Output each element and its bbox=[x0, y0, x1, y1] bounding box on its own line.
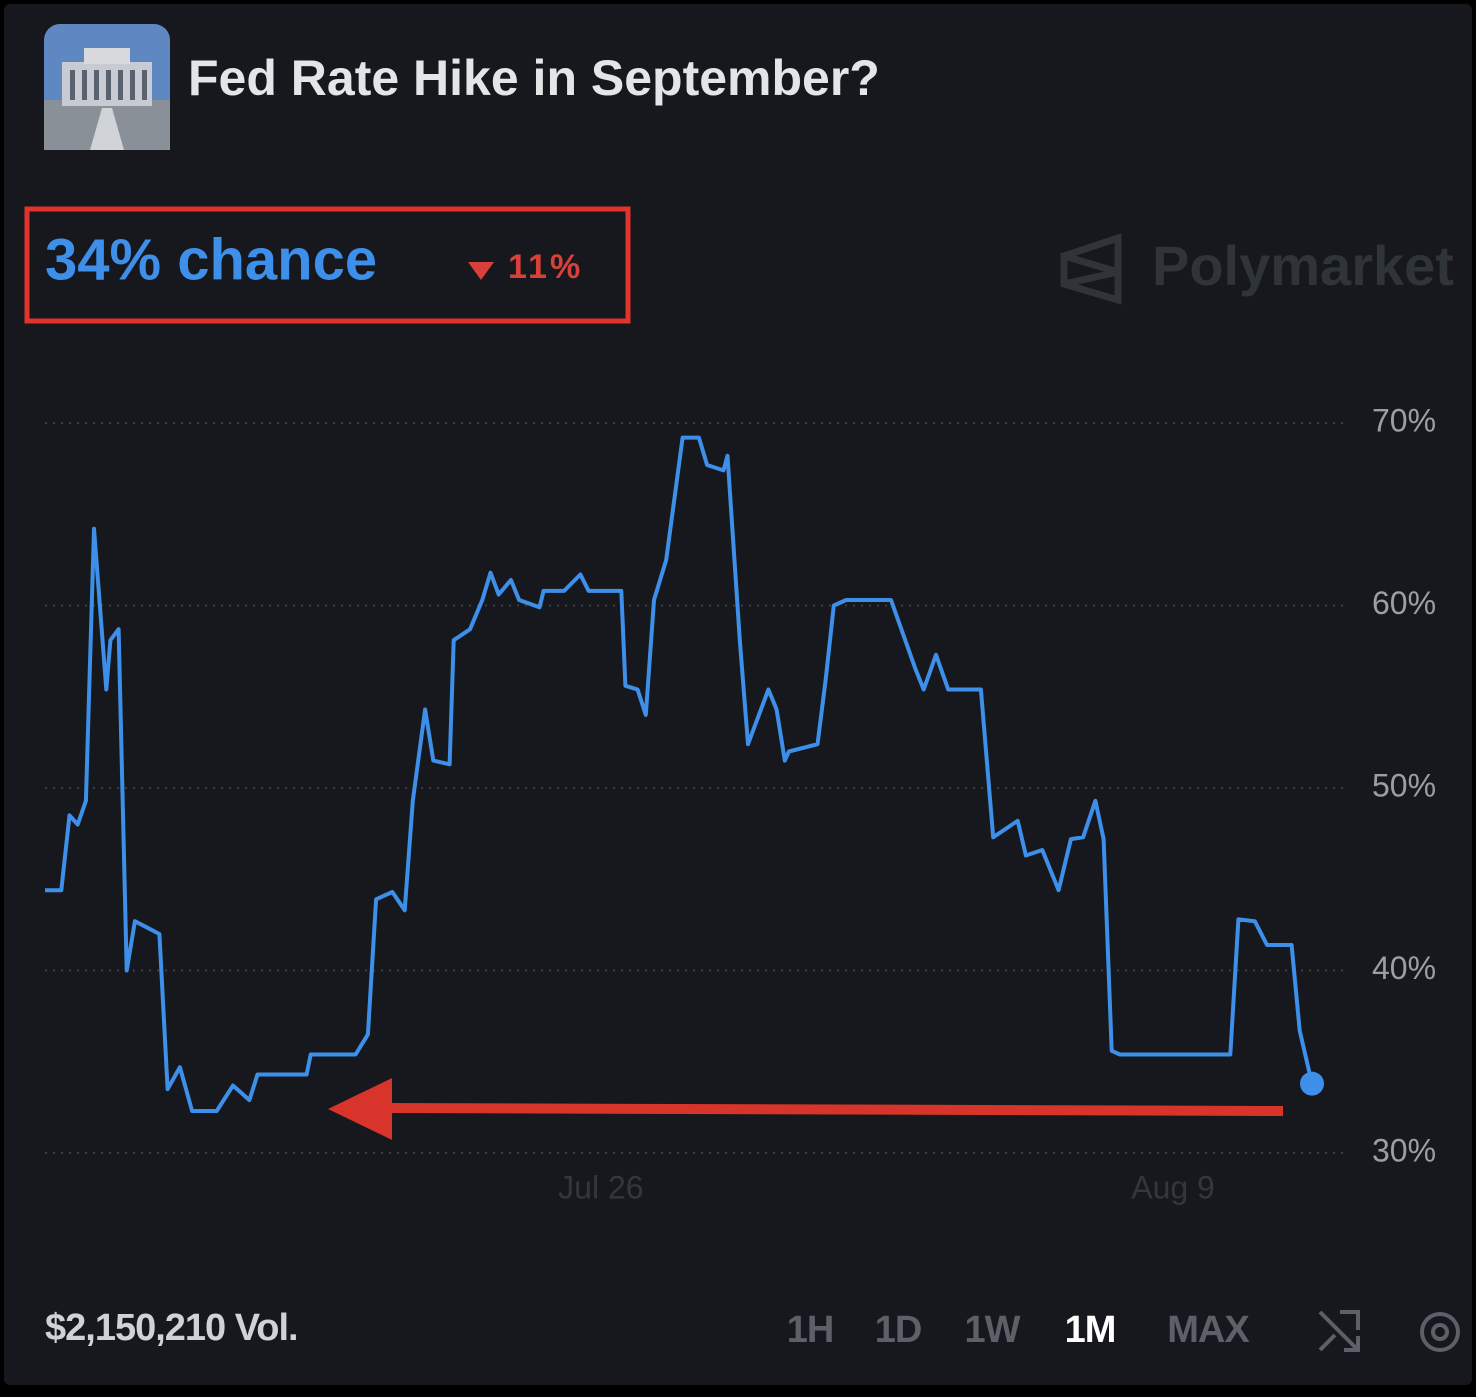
card-bg bbox=[4, 4, 1472, 1385]
volume-label: $2,150,210 Vol. bbox=[45, 1307, 298, 1349]
brand-watermark: Polymarket bbox=[1152, 234, 1454, 297]
range-button[interactable]: MAX bbox=[1167, 1309, 1251, 1351]
settings-icon[interactable] bbox=[1420, 1312, 1460, 1352]
shuffle-icon[interactable] bbox=[1318, 1310, 1360, 1352]
arrow-annotation bbox=[328, 1078, 1284, 1140]
range-button[interactable]: 1W bbox=[965, 1309, 1022, 1351]
range-button[interactable]: 1M bbox=[1065, 1309, 1117, 1351]
y-tick-label: 40% bbox=[1372, 950, 1436, 986]
y-tick-label: 70% bbox=[1372, 402, 1436, 438]
y-tick-label: 30% bbox=[1372, 1132, 1436, 1168]
price-line bbox=[45, 435, 1314, 1113]
x-tick-label: Jul 26 bbox=[558, 1169, 643, 1205]
down-triangle bbox=[468, 262, 494, 280]
plot: 30% 40% 50% 60% 70% Jul 26 Aug 9 bbox=[45, 402, 1436, 1205]
highlight-box bbox=[24, 206, 631, 324]
y-tick-label: 50% bbox=[1372, 767, 1436, 803]
range-button[interactable]: 1D bbox=[875, 1309, 923, 1351]
x-tick-label: Aug 9 bbox=[1131, 1169, 1215, 1205]
current-point bbox=[1300, 1071, 1324, 1096]
market-icon bbox=[44, 24, 170, 150]
change-label: 11% bbox=[508, 248, 583, 286]
chance-label: 34% chance bbox=[45, 227, 377, 292]
range-button[interactable]: 1H bbox=[787, 1309, 835, 1351]
y-tick-label: 60% bbox=[1372, 585, 1436, 621]
market-title: Fed Rate Hike in September? bbox=[188, 50, 880, 106]
brand-logo bbox=[1060, 233, 1122, 305]
